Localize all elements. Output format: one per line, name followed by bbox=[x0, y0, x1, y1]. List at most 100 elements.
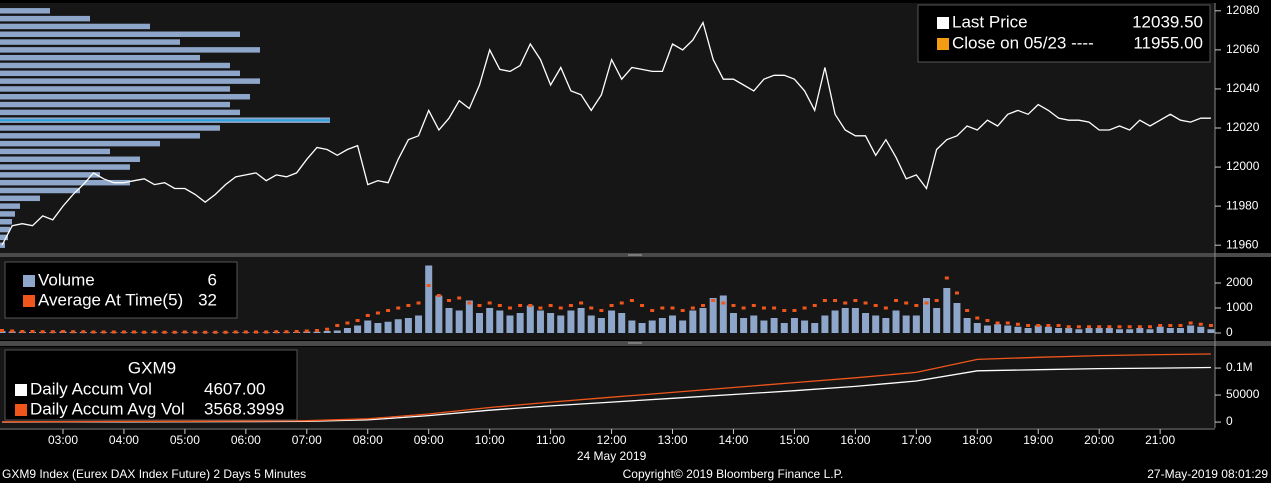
profile-bar bbox=[0, 203, 20, 209]
volume-bar bbox=[740, 318, 748, 333]
volume-bar bbox=[912, 315, 920, 333]
average-mark bbox=[822, 299, 827, 302]
volume-bar bbox=[750, 315, 758, 333]
x-tick-label: 10:00 bbox=[475, 433, 505, 447]
average-mark bbox=[609, 304, 614, 307]
profile-bar bbox=[0, 226, 10, 233]
average-mark bbox=[162, 330, 167, 334]
y-tick-label: 12060 bbox=[1226, 42, 1260, 56]
y-tick-label: 2000 bbox=[1226, 275, 1253, 289]
volume-bar bbox=[1044, 326, 1052, 333]
average-mark bbox=[457, 296, 462, 300]
average-mark bbox=[1076, 325, 1081, 329]
average-mark bbox=[233, 330, 238, 334]
y-tick-label: 11980 bbox=[1226, 198, 1259, 212]
volume-bar bbox=[953, 303, 961, 333]
average-mark bbox=[812, 304, 817, 307]
legend-value: 3568.3999 bbox=[204, 399, 284, 418]
average-mark bbox=[1168, 324, 1173, 327]
x-tick-label: 21:00 bbox=[1145, 433, 1175, 447]
volume-bar bbox=[526, 305, 534, 333]
average-mark bbox=[1087, 325, 1092, 329]
average-mark bbox=[284, 330, 289, 334]
line bbox=[1, 353, 1211, 423]
legend-box bbox=[4, 349, 298, 421]
footer-left: GXM9 Index (Eurex DAX Index Future) 2 Da… bbox=[2, 467, 306, 481]
x-tick-label: 13:00 bbox=[658, 433, 688, 447]
x-tick-label: 19:00 bbox=[1023, 433, 1053, 447]
volume-bar bbox=[1034, 325, 1042, 333]
volume-bar bbox=[638, 323, 646, 333]
volume-bar bbox=[496, 310, 504, 333]
volume-bar bbox=[384, 321, 392, 333]
average-mark bbox=[995, 321, 1000, 325]
average-mark bbox=[223, 330, 228, 334]
volume-bar bbox=[922, 298, 930, 333]
profile-bar bbox=[0, 187, 80, 194]
footer-center: Copyright© 2019 Bloomberg Finance L.P. bbox=[623, 467, 844, 481]
average-mark bbox=[518, 304, 523, 307]
volume-bar bbox=[1166, 328, 1174, 333]
average-mark bbox=[193, 330, 198, 334]
volume-bar bbox=[1207, 329, 1215, 333]
date-label: 24 May 2019 bbox=[577, 449, 647, 463]
average-mark bbox=[873, 304, 878, 307]
average-mark bbox=[711, 299, 716, 302]
volume-bar bbox=[1126, 329, 1134, 333]
average-mark bbox=[741, 306, 746, 310]
legend-value: 32 bbox=[198, 290, 217, 309]
profile-bar bbox=[0, 148, 110, 155]
average-mark bbox=[264, 330, 269, 334]
volume-bar bbox=[1024, 328, 1032, 333]
average-mark bbox=[538, 306, 543, 310]
average-mark bbox=[325, 327, 330, 331]
average-mark bbox=[843, 301, 848, 305]
volume-bar bbox=[323, 331, 331, 333]
volume-bar bbox=[963, 318, 971, 333]
x-tick-label: 12:00 bbox=[597, 433, 627, 447]
volume-bar bbox=[1156, 326, 1164, 333]
x-tick-label: 16:00 bbox=[840, 433, 870, 447]
volume-bar bbox=[1075, 329, 1083, 333]
profile-bar bbox=[0, 109, 240, 116]
average-mark bbox=[10, 329, 15, 333]
average-mark bbox=[203, 330, 208, 334]
profile-bar bbox=[0, 31, 240, 37]
x-tick-label: 17:00 bbox=[901, 433, 931, 447]
average-mark bbox=[254, 330, 259, 334]
average-mark bbox=[111, 330, 116, 334]
average-mark bbox=[528, 304, 533, 307]
average-mark bbox=[314, 329, 319, 332]
x-tick-label: 04:00 bbox=[109, 433, 139, 447]
average-mark bbox=[304, 329, 309, 333]
average-mark bbox=[914, 304, 919, 307]
x-tick-label: 18:00 bbox=[962, 433, 992, 447]
volume-bar bbox=[1146, 329, 1154, 333]
volume-bar bbox=[536, 310, 544, 333]
average-mark bbox=[497, 304, 502, 307]
average-mark bbox=[690, 306, 695, 310]
profile-bar bbox=[0, 8, 50, 14]
average-mark bbox=[640, 304, 645, 307]
average-mark bbox=[71, 330, 76, 334]
average-mark bbox=[40, 330, 45, 334]
x-tick-label: 06:00 bbox=[231, 433, 261, 447]
average-mark bbox=[1097, 325, 1102, 329]
average-mark bbox=[0, 329, 5, 332]
x-tick-label: 20:00 bbox=[1084, 433, 1114, 447]
volume-bar bbox=[1176, 328, 1184, 333]
average-mark bbox=[1158, 324, 1163, 327]
volume-bar bbox=[648, 320, 656, 333]
average-mark bbox=[1066, 325, 1071, 329]
legend-swatch bbox=[937, 17, 949, 29]
legend-value: 11955.00 bbox=[1133, 33, 1203, 52]
average-mark bbox=[345, 321, 350, 325]
average-mark bbox=[660, 306, 665, 310]
average-mark bbox=[579, 301, 584, 305]
volume-bar bbox=[597, 318, 605, 333]
legend-label: Average At Time(5) bbox=[38, 290, 183, 309]
volume-bar bbox=[872, 315, 880, 333]
average-mark bbox=[700, 304, 705, 307]
volume-bar bbox=[780, 323, 788, 333]
volume-bar bbox=[547, 313, 555, 333]
